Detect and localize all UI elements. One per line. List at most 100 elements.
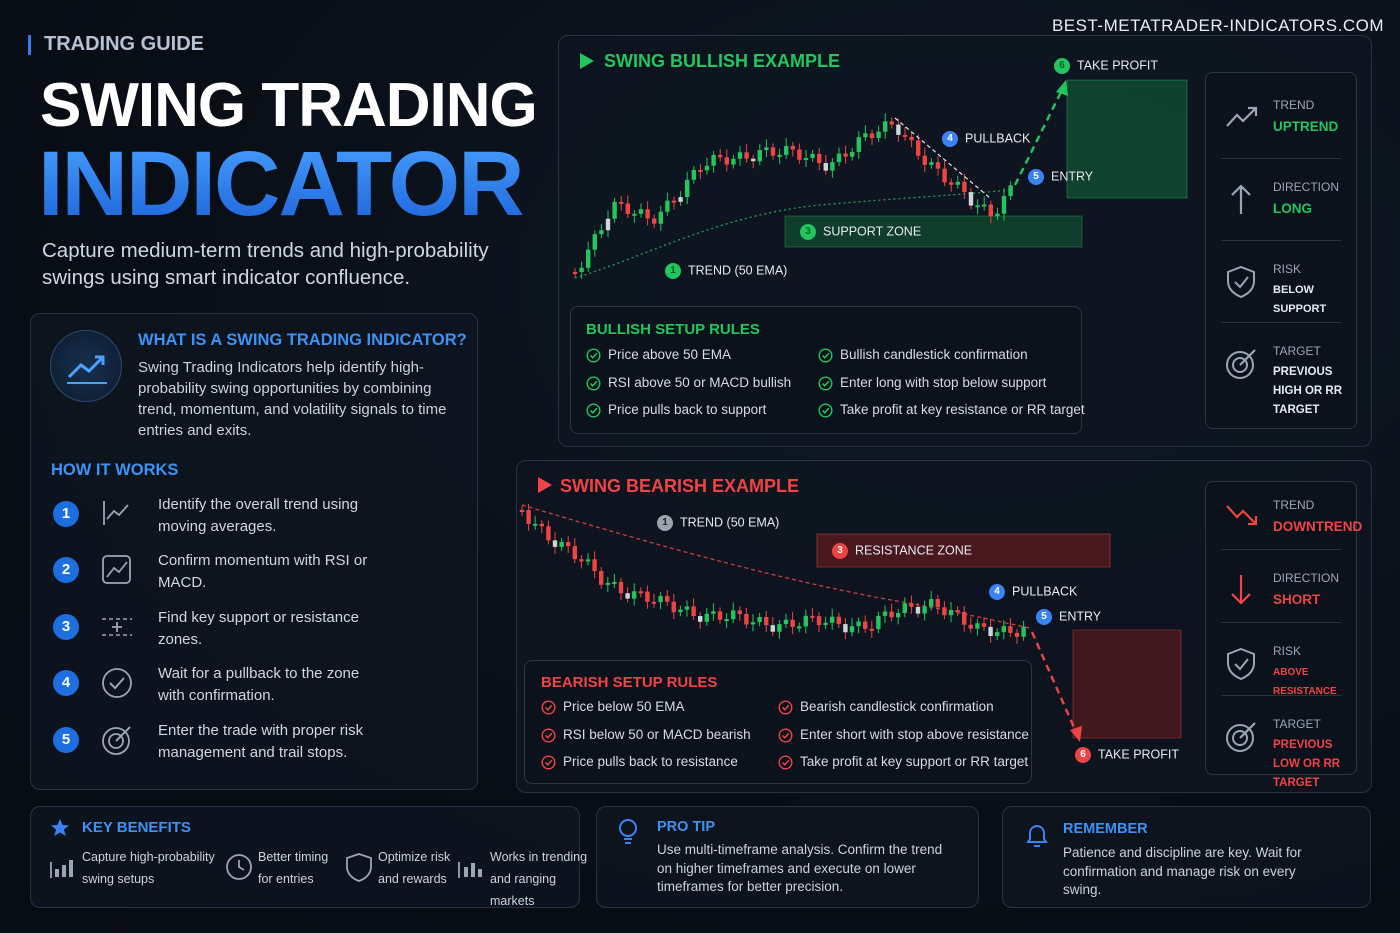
- candle-body: [757, 616, 762, 623]
- bear-label: 1 TREND (50 EMA): [657, 515, 779, 531]
- icon-part: [1232, 357, 1248, 373]
- icon-part: [67, 355, 105, 379]
- icon-part: [471, 863, 475, 877]
- summary-icon: [1231, 184, 1251, 214]
- icon-part: [589, 407, 598, 414]
- badge: 3: [800, 224, 816, 240]
- candle-body: [619, 201, 624, 204]
- summary-divider: [1221, 549, 1341, 550]
- icon-part: [478, 869, 482, 877]
- candle-body: [678, 197, 683, 202]
- candle-body: [896, 613, 901, 618]
- candle-body: [704, 613, 709, 622]
- candle-body: [902, 134, 908, 137]
- benefits-title: KEY BENEFITS: [82, 819, 191, 836]
- candle-body: [671, 200, 677, 203]
- rule-text: Price above 50 EMA: [608, 347, 732, 362]
- arrow-head: [1056, 80, 1068, 96]
- summary-label: RISK: [1273, 644, 1302, 658]
- bearish-rules-box: [524, 660, 1032, 784]
- icon-part: [619, 819, 637, 837]
- candle-body: [896, 124, 901, 135]
- icon-part: [818, 348, 833, 363]
- candle-body: [975, 623, 980, 629]
- how-title: HOW IT WORKS: [51, 461, 179, 479]
- benefit-icon: [226, 854, 252, 880]
- candle-body: [665, 200, 670, 212]
- bull-label: 6 TAKE PROFIT: [1054, 58, 1158, 74]
- icon-part: [346, 853, 372, 882]
- step-icon: [102, 668, 132, 698]
- bearish-title: SWING BEARISH EXAMPLE: [560, 476, 800, 496]
- candle-body: [849, 626, 855, 633]
- summary-divider: [1221, 240, 1341, 241]
- candle-body: [929, 162, 934, 165]
- candle-body: [968, 624, 973, 629]
- candle-body: [889, 611, 894, 618]
- summary-value: PREVIOUS LOW OR RR TARGET: [1273, 739, 1341, 789]
- rule-text: Bearish candlestick confirmation: [800, 699, 994, 714]
- icon-part: [51, 819, 69, 836]
- label-text: ENTRY: [1051, 169, 1094, 184]
- icon-part: [538, 477, 552, 493]
- candle-body: [751, 158, 756, 162]
- candle-body: [645, 591, 650, 602]
- candle-body: [889, 121, 894, 125]
- candle-body: [750, 622, 756, 625]
- rule-text: Take profit at key resistance or RR targ…: [840, 402, 1085, 417]
- candle-body: [955, 610, 960, 613]
- candle-body: [783, 619, 789, 625]
- intro-title: WHAT IS A SWING TRADING INDICATOR?: [138, 331, 467, 349]
- remember-title: REMEMBER: [1063, 821, 1148, 837]
- candle-body: [843, 153, 848, 157]
- candle-body: [810, 615, 815, 618]
- rule-text: Enter long with stop below support: [840, 374, 1047, 390]
- rule-text: Price below 50 EMA: [563, 699, 685, 714]
- badge: 4: [989, 584, 1005, 600]
- candle-body: [955, 181, 960, 185]
- candle-body: [995, 632, 1000, 637]
- candle-body: [533, 523, 538, 526]
- bullish-summary-box: [1205, 72, 1357, 429]
- kicker: TRADING GUIDE: [44, 33, 204, 55]
- icon-part: [106, 561, 128, 578]
- candle-body: [850, 151, 855, 157]
- icon-part: [544, 732, 553, 739]
- icon-part: [580, 53, 594, 69]
- icon-part: [95, 355, 105, 365]
- candle-body: [579, 267, 584, 272]
- bullish-marker: [580, 53, 594, 69]
- rule-text: Take profit at key support or RR target: [800, 754, 1029, 769]
- icon-part: [464, 867, 468, 877]
- candle-body: [717, 611, 723, 620]
- label-text: SUPPORT ZONE: [823, 224, 922, 239]
- candle-body: [803, 615, 808, 627]
- icon-part: [1231, 184, 1251, 196]
- check-icon: [778, 727, 793, 743]
- icon-part: [589, 380, 598, 387]
- step-number: 5: [53, 727, 79, 753]
- benefit-icon: [346, 853, 372, 882]
- candle-body: [625, 203, 630, 215]
- icon-part: [541, 755, 556, 770]
- take-profit-zone: [1072, 629, 1182, 739]
- candle-body: [790, 619, 795, 627]
- candle-body: [863, 621, 868, 629]
- candle-body: [731, 610, 736, 620]
- candle-body: [652, 218, 657, 224]
- label-text: TAKE PROFIT: [1098, 747, 1180, 762]
- candle-body: [869, 628, 874, 631]
- icon-part: [69, 860, 73, 877]
- pro-tip-box: [596, 806, 979, 908]
- ema-line: [521, 504, 1031, 629]
- candle-body: [916, 140, 921, 156]
- icon-part: [106, 504, 129, 520]
- candle-body: [585, 559, 591, 562]
- icon-part: [541, 727, 556, 743]
- candle-body: [605, 582, 610, 585]
- candle-body: [770, 147, 776, 156]
- icon-part: [781, 759, 790, 766]
- ema-line: [574, 189, 1011, 279]
